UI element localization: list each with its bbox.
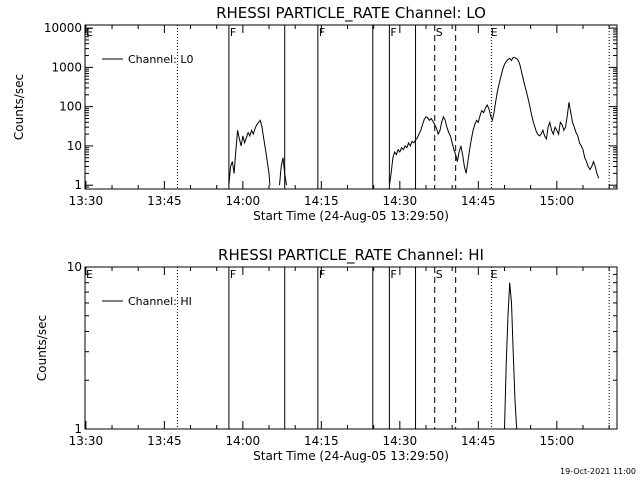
x-tick-label: 14:45 — [461, 434, 496, 448]
flag-marker: F — [319, 268, 325, 281]
x-tick-label: 15:00 — [540, 434, 575, 448]
y-tick-label: 10000 — [44, 21, 82, 35]
flag-marker: F — [390, 26, 396, 39]
rate-series-line — [279, 157, 287, 186]
rate-series-line — [504, 282, 518, 430]
x-axis-label: Start Time (24-Aug-05 13:29:50) — [253, 449, 449, 463]
x-tick-label: 13:30 — [69, 194, 104, 208]
x-axis-label: Start Time (24-Aug-05 13:29:50) — [253, 209, 449, 223]
flag-marker: F — [230, 26, 236, 39]
x-tick-label: 14:00 — [226, 194, 261, 208]
footer-timestamp: 19-Oct-2021 11:00 — [560, 467, 636, 476]
x-tick-label: 14:15 — [304, 194, 339, 208]
y-tick-label: 1 — [74, 178, 82, 192]
panel-hi: E F F F S E 13:30 13:45 14:00 14:15 14:30 14:45 15:0… — [35, 246, 618, 463]
rate-series-line — [388, 56, 600, 186]
x-tick-label: 15:00 — [540, 194, 575, 208]
flag-marker: E — [491, 268, 498, 281]
x-tick-label: 13:45 — [147, 434, 182, 448]
chart-title: RHESSI PARTICLE_RATE Channel: LO — [216, 4, 486, 23]
x-tick-label: 14:15 — [304, 434, 339, 448]
flag-marker: F — [319, 26, 325, 39]
y-tick-label: 1000 — [51, 60, 82, 74]
flag-marker: E — [86, 26, 93, 39]
y-tick-label: 10 — [67, 260, 82, 274]
chart-title: RHESSI PARTICLE_RATE Channel: HI — [218, 246, 484, 265]
x-tick-label: 13:45 — [147, 194, 182, 208]
x-tick-label: 14:45 — [461, 194, 496, 208]
plot-frame — [84, 24, 618, 190]
flag-marker: S — [436, 26, 443, 39]
panel-lo: E F F F S E 13:30 13:45 14:00 14:15 14:30 14:45 15:0… — [12, 4, 618, 223]
legend-entry: Channel: HI — [128, 295, 192, 308]
x-tick-label: 13:30 — [69, 434, 104, 448]
y-tick-label: 100 — [59, 100, 82, 114]
y-axis-label: Counts/sec — [12, 74, 26, 140]
rate-series-line — [228, 119, 271, 186]
flag-marker: F — [230, 268, 236, 281]
flag-marker: E — [86, 268, 93, 281]
plot-frame — [84, 266, 618, 430]
flag-marker: S — [436, 268, 443, 281]
y-axis-label: Counts/sec — [35, 315, 49, 381]
flag-marker: F — [390, 268, 396, 281]
x-tick-label: 14:30 — [383, 434, 418, 448]
legend-entry: Channel: L0 — [128, 53, 194, 66]
y-tick-label: 10 — [67, 139, 82, 153]
y-tick-label: 1 — [74, 422, 82, 436]
x-tick-label: 14:30 — [383, 194, 418, 208]
flag-marker: E — [491, 26, 498, 39]
x-tick-label: 14:00 — [226, 434, 261, 448]
